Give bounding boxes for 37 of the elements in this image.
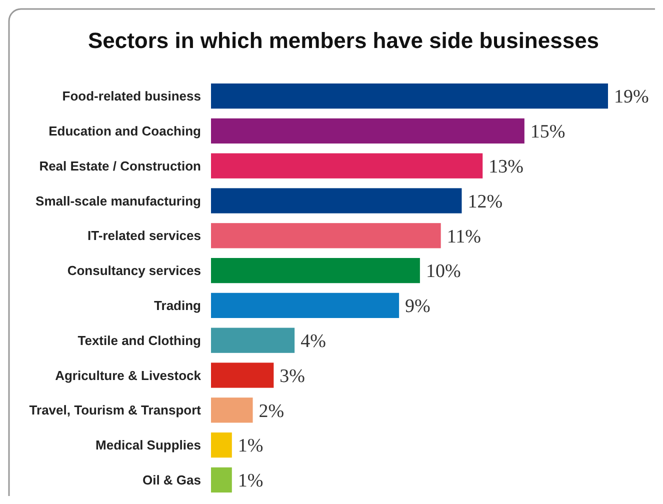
bar bbox=[211, 258, 420, 284]
bar bbox=[211, 153, 483, 178]
bar bbox=[211, 83, 608, 109]
y-tick-label: Textile and Clothing bbox=[78, 332, 202, 348]
data-label: 4% bbox=[300, 331, 326, 352]
bar bbox=[211, 432, 232, 458]
y-tick-label: Small-scale manufacturing bbox=[36, 193, 202, 208]
data-label: 15% bbox=[530, 122, 566, 143]
data-label: 10% bbox=[426, 261, 461, 282]
data-label: 1% bbox=[238, 436, 264, 457]
y-tick-label: Education and Coaching bbox=[48, 124, 202, 139]
bar bbox=[211, 223, 441, 248]
bar bbox=[211, 118, 524, 144]
data-label: 13% bbox=[488, 156, 524, 178]
chart-title: Sectors in which members have side businesses bbox=[88, 28, 600, 53]
data-label: 12% bbox=[468, 191, 503, 212]
data-label: 3% bbox=[280, 366, 306, 387]
y-tick-label: Real Estate / Construction bbox=[39, 158, 202, 174]
y-tick-label: Medical Supplies bbox=[96, 438, 201, 453]
y-tick-label: Trading bbox=[154, 298, 202, 313]
bar bbox=[211, 292, 400, 318]
data-label: 2% bbox=[258, 400, 284, 422]
data-label: 1% bbox=[238, 470, 264, 492]
y-tick-label: Travel, Tourism & Transport bbox=[29, 402, 202, 418]
bar bbox=[211, 398, 253, 423]
data-label: 11% bbox=[446, 226, 482, 248]
y-tick-label: Food-related business bbox=[62, 88, 201, 104]
y-tick-label: Agriculture & Livestock bbox=[55, 368, 202, 383]
y-tick-label: Oil & Gas bbox=[142, 472, 201, 488]
bar bbox=[211, 362, 274, 388]
bar bbox=[211, 328, 295, 353]
bar bbox=[211, 467, 232, 493]
y-tick-label: Consultancy services bbox=[67, 263, 201, 278]
y-tick-label: IT-related services bbox=[88, 228, 201, 244]
data-label: 9% bbox=[405, 296, 431, 318]
bar bbox=[211, 188, 462, 214]
data-label: 19% bbox=[614, 86, 649, 108]
